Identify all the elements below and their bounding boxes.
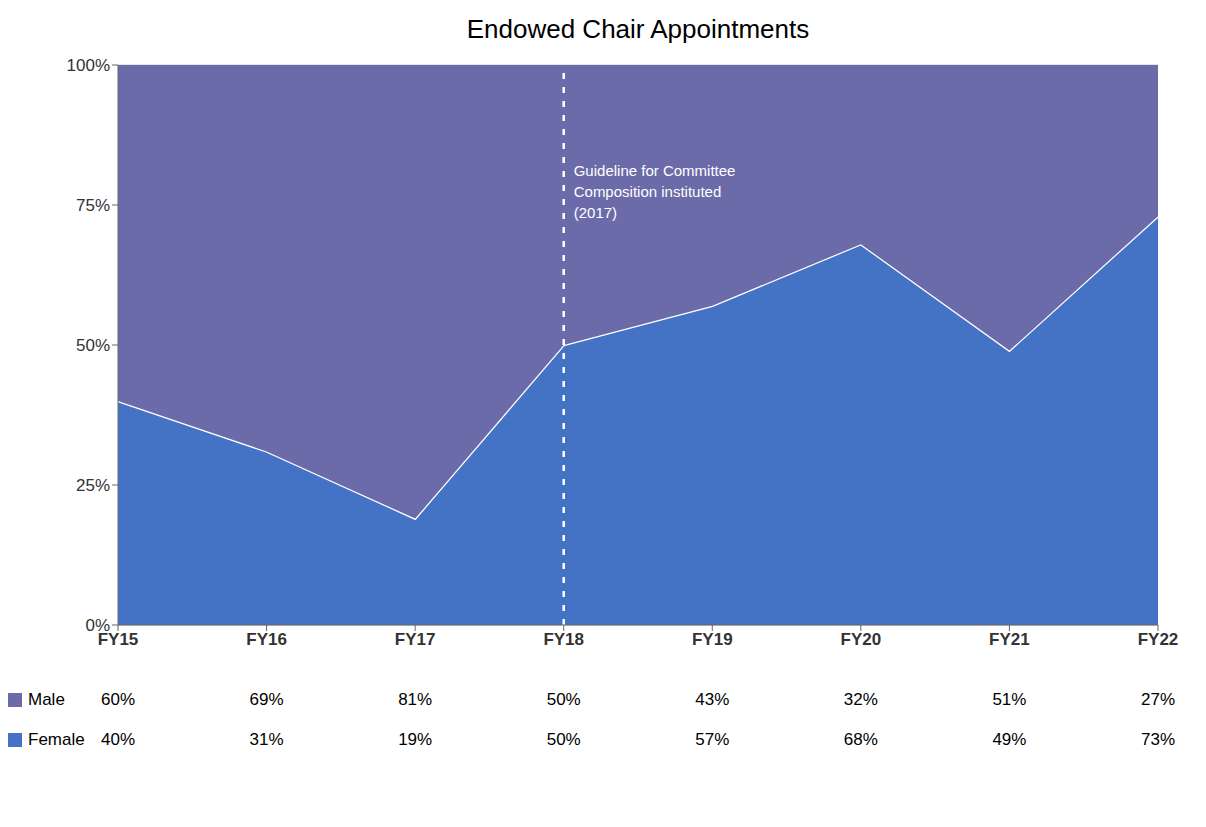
html-text:43%: 43% [695, 690, 730, 709]
svg-text:FY20: FY20 [841, 630, 882, 649]
html-text:81%: 81% [398, 690, 433, 709]
html-text:32%: 32% [843, 690, 878, 709]
html-text:Guideline for Committee Compos: Guideline for Committee Composition inst… [573, 162, 736, 222]
html-text:69%: 69% [249, 690, 284, 709]
html-text:27%: 27% [1141, 690, 1175, 709]
html-text:19%: 19% [398, 730, 433, 749]
svg-text:FY18: FY18 [543, 630, 584, 649]
svg-text:FY19: FY19 [692, 630, 733, 649]
html-text:73%: 73% [1141, 730, 1175, 749]
svg-text:FY16: FY16 [246, 630, 287, 649]
html-text:Endowed Chair Appointments: Endowed Chair Appointments [466, 14, 810, 44]
svg-text:25%: 25% [76, 476, 110, 495]
html-text:31%: 31% [249, 730, 284, 749]
svg-text:100%: 100% [67, 56, 110, 75]
html-text:51%: 51% [992, 690, 1027, 709]
html-text:68%: 68% [843, 730, 878, 749]
svg-text:0%: 0% [85, 616, 110, 635]
html-text:50%: 50% [546, 690, 581, 709]
html-text:40%: 40% [101, 730, 135, 749]
html-text:Female: Female [28, 730, 85, 749]
html-text:Male: Male [28, 690, 65, 709]
svg-text:75%: 75% [76, 196, 110, 215]
html-text:50%: 50% [546, 730, 581, 749]
svg-text:FY15: FY15 [97, 630, 139, 650]
html-text:57%: 57% [695, 730, 730, 749]
html-text:60%: 60% [101, 690, 135, 709]
svg-text:FY22: FY22 [1138, 630, 1179, 649]
svg-text:FY21: FY21 [989, 630, 1030, 649]
svg-text:FY17: FY17 [395, 630, 436, 649]
svg-text:50%: 50% [76, 336, 110, 355]
html-text:49%: 49% [992, 730, 1027, 749]
